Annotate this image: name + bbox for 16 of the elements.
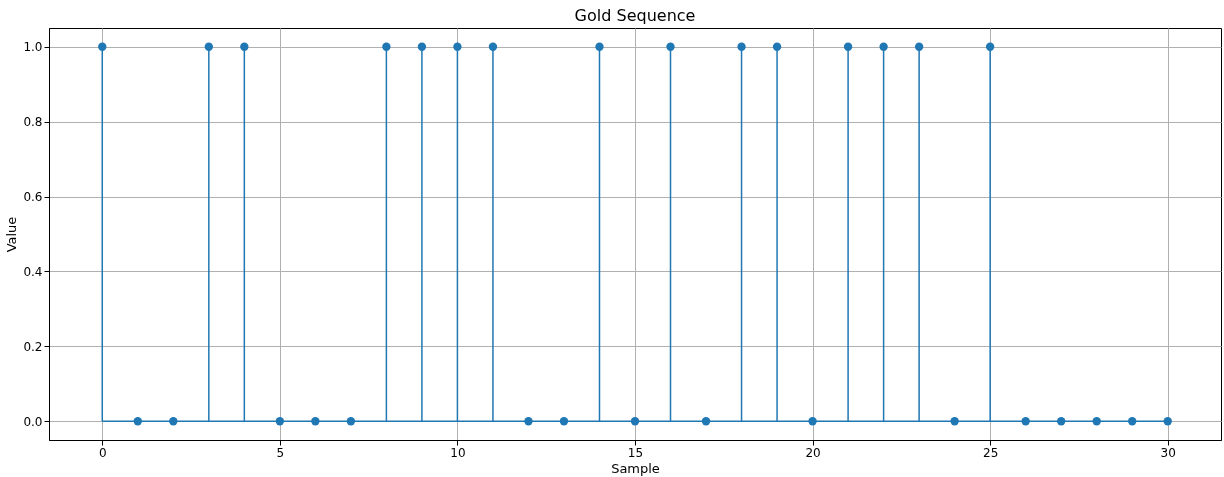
x-tick-label: 5 xyxy=(276,445,285,460)
x-tick-label: 10 xyxy=(450,445,466,460)
y-tick-label: 0.4 xyxy=(23,264,43,279)
chart-title: Gold Sequence xyxy=(574,6,696,25)
x-axis-title: Sample xyxy=(611,460,660,476)
y-tick-label: 1.0 xyxy=(23,40,43,55)
y-tick-label: 0.2 xyxy=(23,339,43,354)
y-axis-title: Value xyxy=(4,216,20,253)
x-tick-label: 25 xyxy=(983,445,999,460)
y-tick-label: 0.6 xyxy=(23,190,43,205)
y-tick-label: 0.8 xyxy=(23,115,43,130)
x-tick-label: 30 xyxy=(1160,445,1176,460)
y-tick-label: 0.0 xyxy=(23,414,43,429)
x-tick-label: 0 xyxy=(98,445,107,460)
x-tick-label: 15 xyxy=(627,445,644,460)
x-tick-label: 20 xyxy=(805,445,821,460)
